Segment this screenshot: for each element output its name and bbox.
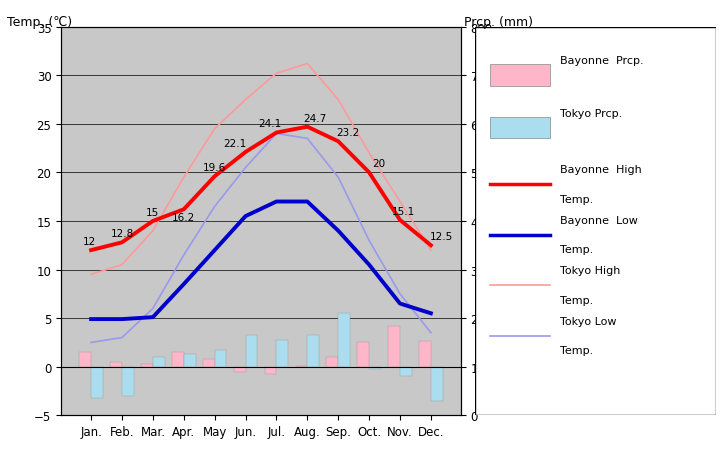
Text: Temp.: Temp. (559, 194, 593, 204)
Text: 19.6: 19.6 (203, 163, 226, 173)
Bar (357, 343, 369, 367)
Bar (400, 367, 412, 376)
Bar (246, 335, 257, 367)
Text: Tokyo Prcp.: Tokyo Prcp. (559, 109, 622, 119)
Bar (338, 313, 350, 367)
Text: 16.2: 16.2 (172, 213, 195, 223)
Text: 23.2: 23.2 (336, 128, 359, 138)
Text: Bayonne  Prcp.: Bayonne Prcp. (559, 56, 643, 66)
Bar (141, 364, 153, 367)
Bar (490, 118, 550, 139)
Text: Bayonne  High: Bayonne High (559, 165, 642, 175)
Text: 12: 12 (83, 237, 96, 246)
Text: 24.1: 24.1 (258, 118, 282, 129)
Bar (153, 357, 165, 367)
Text: Temp. (℃): Temp. (℃) (7, 16, 72, 29)
Text: Temp.: Temp. (559, 346, 593, 356)
Bar (110, 362, 122, 367)
Text: 20: 20 (372, 159, 385, 169)
Text: Tokyo High: Tokyo High (559, 266, 620, 276)
Bar (296, 366, 307, 367)
Bar (184, 354, 196, 367)
Text: 15.1: 15.1 (392, 207, 415, 217)
Bar (307, 335, 319, 367)
Text: Prcp. (mm): Prcp. (mm) (464, 16, 534, 29)
Bar (91, 367, 103, 398)
Bar (265, 367, 276, 375)
Text: 12.8: 12.8 (110, 229, 134, 239)
Bar (122, 367, 134, 396)
Bar (172, 353, 184, 367)
Bar (369, 367, 381, 369)
Text: Temp.: Temp. (559, 295, 593, 305)
Bar (388, 326, 400, 367)
Bar (79, 353, 91, 367)
Bar (234, 367, 246, 372)
Bar (215, 350, 226, 367)
Bar (431, 367, 443, 401)
Text: Tokyo Low: Tokyo Low (559, 316, 616, 326)
Text: 15: 15 (146, 207, 160, 218)
Bar (326, 357, 338, 367)
Text: 12.5: 12.5 (430, 232, 454, 242)
Bar (490, 65, 550, 87)
Bar (203, 359, 215, 367)
Text: 24.7: 24.7 (303, 113, 327, 123)
Bar (419, 341, 431, 367)
Bar (276, 341, 288, 367)
Text: Bayonne  Low: Bayonne Low (559, 215, 637, 225)
Text: Temp.: Temp. (559, 245, 593, 255)
Text: 22.1: 22.1 (223, 139, 246, 149)
